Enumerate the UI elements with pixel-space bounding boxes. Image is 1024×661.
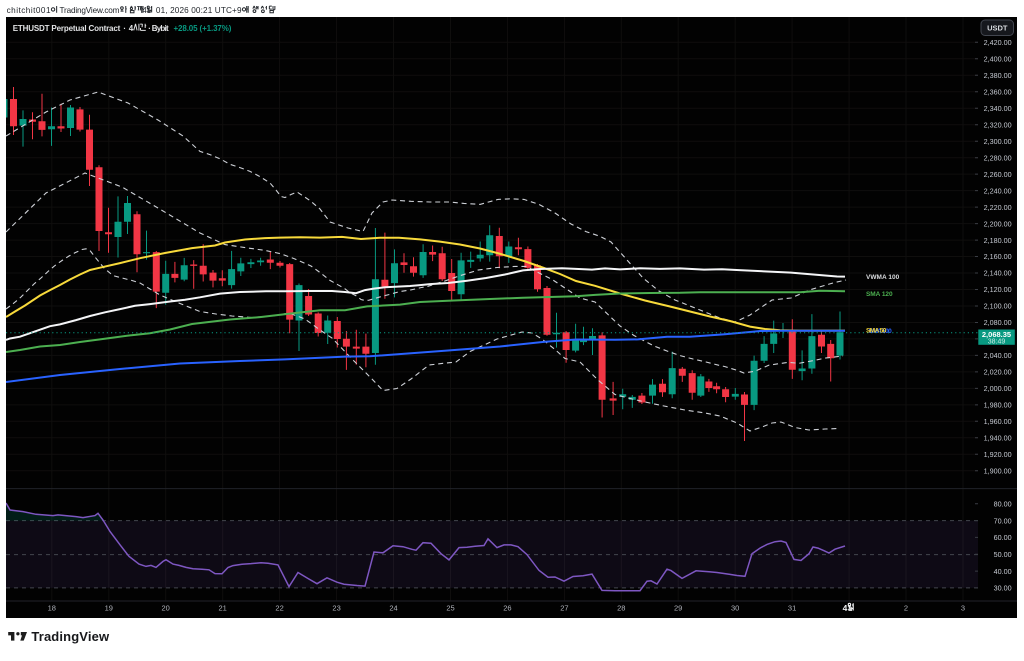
svg-text:38:49: 38:49	[988, 339, 1006, 346]
svg-text:4: 4	[843, 603, 848, 613]
svg-text:·: ·	[123, 24, 126, 33]
svg-text:VWMA 100: VWMA 100	[866, 274, 900, 281]
svg-text:4: 4	[129, 24, 134, 33]
svg-text:60.00: 60.00	[994, 533, 1012, 542]
svg-text:1,980.00: 1,980.00	[984, 401, 1012, 410]
svg-text:18: 18	[48, 604, 56, 613]
svg-text:2,000.00: 2,000.00	[984, 384, 1012, 393]
svg-text:30: 30	[731, 604, 739, 613]
svg-text:TradingView: TradingView	[31, 629, 110, 644]
svg-text:2,220.00: 2,220.00	[984, 203, 1012, 212]
svg-text:USDT: USDT	[987, 24, 1008, 33]
svg-text:2,160.00: 2,160.00	[984, 252, 1012, 261]
svg-text:2,340.00: 2,340.00	[984, 104, 1012, 113]
svg-text:2,420.00: 2,420.00	[984, 38, 1012, 47]
svg-text:2: 2	[904, 604, 908, 613]
svg-text:SMA 500: SMA 500	[869, 328, 893, 335]
svg-text:SMA 50: SMA 50	[866, 328, 887, 335]
svg-text:Bybit: Bybit	[152, 24, 169, 33]
svg-text:2,300.00: 2,300.00	[984, 137, 1012, 146]
svg-text:01, 2026 00:21 UTC+9: 01, 2026 00:21 UTC+9	[156, 6, 242, 15]
svg-text:2,240.00: 2,240.00	[984, 186, 1012, 195]
svg-text:19: 19	[105, 604, 113, 613]
svg-text:2,380.00: 2,380.00	[984, 71, 1012, 80]
svg-text:29: 29	[674, 604, 682, 613]
svg-text:2,260.00: 2,260.00	[984, 170, 1012, 179]
svg-text:2,200.00: 2,200.00	[984, 219, 1012, 228]
svg-text:70.00: 70.00	[994, 516, 1012, 525]
svg-text:SMA 120: SMA 120	[866, 291, 893, 298]
svg-text:30.00: 30.00	[994, 584, 1012, 593]
svg-text:2,360.00: 2,360.00	[984, 87, 1012, 96]
svg-text:27: 27	[560, 604, 568, 613]
svg-text:1,920.00: 1,920.00	[984, 450, 1012, 459]
svg-text:3: 3	[961, 604, 965, 613]
svg-text:2,040.00: 2,040.00	[984, 351, 1012, 360]
svg-text:31: 31	[788, 604, 796, 613]
svg-text:2,280.00: 2,280.00	[984, 153, 1012, 162]
svg-text:2,100.00: 2,100.00	[984, 302, 1012, 311]
svg-text:·: ·	[148, 24, 151, 33]
svg-text:20: 20	[162, 604, 170, 613]
svg-text:+28.05 (+1.37%): +28.05 (+1.37%)	[174, 24, 232, 33]
svg-text:21: 21	[219, 604, 227, 613]
svg-text:1,900.00: 1,900.00	[984, 467, 1012, 476]
svg-text:2,400.00: 2,400.00	[984, 55, 1012, 64]
svg-text:80.00: 80.00	[994, 500, 1012, 509]
svg-text:2,120.00: 2,120.00	[984, 285, 1012, 294]
svg-text:2,180.00: 2,180.00	[984, 236, 1012, 245]
svg-text:2,068.35: 2,068.35	[982, 330, 1011, 339]
svg-text:2,140.00: 2,140.00	[984, 269, 1012, 278]
svg-text:23: 23	[332, 604, 340, 613]
svg-text:ETHUSDT Perpetual Contract: ETHUSDT Perpetual Contract	[13, 24, 121, 33]
svg-text:1,940.00: 1,940.00	[984, 434, 1012, 443]
svg-text:2,080.00: 2,080.00	[984, 318, 1012, 327]
svg-text:chitchit001: chitchit001	[7, 6, 51, 15]
svg-text:1,960.00: 1,960.00	[984, 417, 1012, 426]
svg-text:24: 24	[389, 604, 397, 613]
svg-text:TradingView.com: TradingView.com	[60, 6, 120, 15]
svg-text:2,020.00: 2,020.00	[984, 368, 1012, 377]
svg-text:4: 4	[142, 6, 147, 15]
svg-text:2,320.00: 2,320.00	[984, 120, 1012, 129]
svg-text:28: 28	[617, 604, 625, 613]
svg-text:22: 22	[275, 604, 283, 613]
svg-text:40.00: 40.00	[994, 567, 1012, 576]
svg-text:26: 26	[503, 604, 511, 613]
svg-text:50.00: 50.00	[994, 550, 1012, 559]
svg-text:25: 25	[446, 604, 454, 613]
